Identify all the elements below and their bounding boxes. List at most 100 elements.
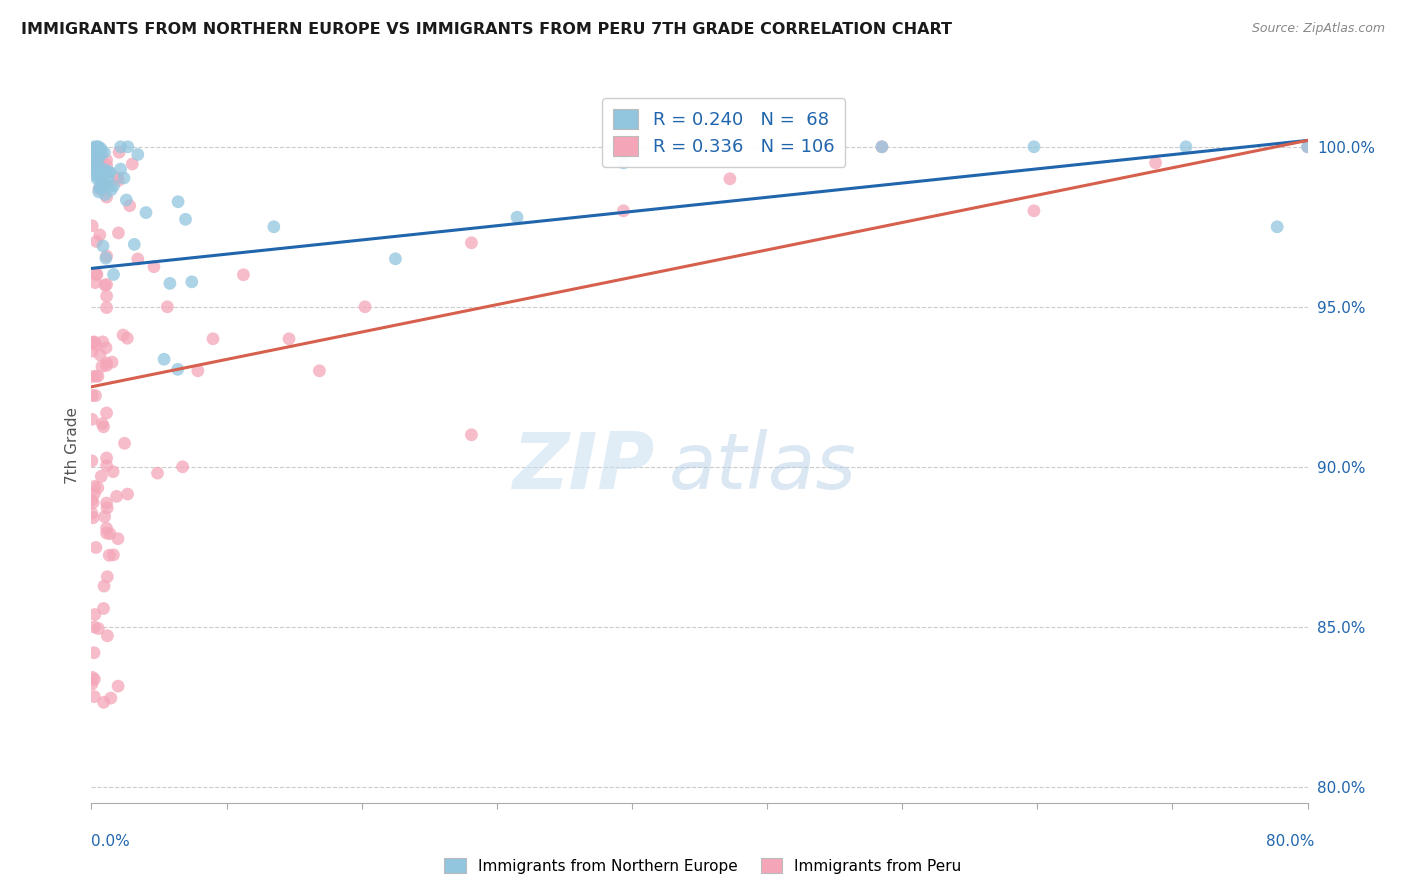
Point xyxy=(89,164,111,178)
Point xyxy=(105,489,128,503)
Point xyxy=(94,341,117,355)
Point xyxy=(103,178,125,193)
Legend: Immigrants from Northern Europe, Immigrants from Peru: Immigrants from Northern Europe, Immigra… xyxy=(439,852,967,880)
Point xyxy=(91,175,114,189)
Point xyxy=(96,458,118,473)
Point xyxy=(90,145,112,160)
Point xyxy=(308,364,330,378)
Point xyxy=(89,180,111,194)
Point xyxy=(96,521,118,535)
Point xyxy=(166,362,188,376)
Point xyxy=(96,289,118,303)
Point xyxy=(91,334,114,349)
Point xyxy=(86,267,108,281)
Point xyxy=(96,190,118,204)
Point xyxy=(83,673,105,687)
Point xyxy=(82,496,104,510)
Point xyxy=(89,227,111,242)
Point xyxy=(98,526,121,541)
Point xyxy=(80,412,103,426)
Point xyxy=(87,160,110,174)
Point xyxy=(100,691,122,706)
Point xyxy=(174,212,197,227)
Point xyxy=(98,165,121,179)
Point xyxy=(112,171,135,186)
Text: 80.0%: 80.0% xyxy=(1267,834,1315,849)
Point xyxy=(86,149,108,163)
Point xyxy=(1265,219,1288,234)
Point xyxy=(96,301,118,315)
Point xyxy=(278,332,301,346)
Text: IMMIGRANTS FROM NORTHERN EUROPE VS IMMIGRANTS FROM PERU 7TH GRADE CORRELATION CH: IMMIGRANTS FROM NORTHERN EUROPE VS IMMIG… xyxy=(21,22,952,37)
Point xyxy=(91,239,114,253)
Point xyxy=(1144,156,1167,170)
Point xyxy=(80,454,103,468)
Point xyxy=(110,162,132,177)
Point xyxy=(80,154,103,169)
Point xyxy=(612,156,634,170)
Point xyxy=(84,369,107,384)
Point xyxy=(96,500,118,515)
Point xyxy=(1022,203,1045,218)
Point xyxy=(91,417,114,431)
Point xyxy=(172,459,194,474)
Point xyxy=(142,260,165,274)
Point xyxy=(82,510,104,524)
Point xyxy=(87,147,110,161)
Text: Source: ZipAtlas.com: Source: ZipAtlas.com xyxy=(1251,22,1385,36)
Point xyxy=(108,145,131,160)
Point xyxy=(94,162,117,177)
Point xyxy=(89,180,111,194)
Point xyxy=(1022,140,1045,154)
Point xyxy=(93,601,115,615)
Point xyxy=(103,548,125,562)
Point xyxy=(84,145,107,159)
Point xyxy=(90,469,112,483)
Point xyxy=(84,150,107,164)
Point xyxy=(80,369,103,384)
Point xyxy=(96,526,118,541)
Point xyxy=(612,203,634,218)
Point xyxy=(202,332,225,346)
Point xyxy=(232,268,254,282)
Y-axis label: 7th Grade: 7th Grade xyxy=(65,408,80,484)
Point xyxy=(96,629,118,643)
Point xyxy=(87,185,110,199)
Point xyxy=(86,162,108,177)
Point xyxy=(83,153,105,167)
Point xyxy=(83,140,105,154)
Point xyxy=(96,249,118,263)
Point xyxy=(90,165,112,179)
Point xyxy=(82,335,104,350)
Point xyxy=(94,251,117,265)
Text: 0.0%: 0.0% xyxy=(91,834,131,849)
Point xyxy=(82,155,104,169)
Point xyxy=(118,199,141,213)
Point xyxy=(83,486,105,500)
Point xyxy=(167,194,190,209)
Point xyxy=(86,268,108,282)
Point xyxy=(870,140,893,154)
Point xyxy=(84,389,107,403)
Point xyxy=(112,328,135,343)
Point xyxy=(91,359,114,374)
Point xyxy=(107,173,129,187)
Point xyxy=(96,570,118,584)
Point xyxy=(93,579,115,593)
Point xyxy=(96,158,118,172)
Point xyxy=(94,278,117,293)
Point xyxy=(117,487,139,501)
Point xyxy=(100,183,122,197)
Point xyxy=(96,406,118,420)
Point xyxy=(93,509,115,524)
Point xyxy=(506,210,529,224)
Point xyxy=(97,171,120,186)
Point xyxy=(107,679,129,693)
Point xyxy=(460,427,482,442)
Point xyxy=(80,506,103,520)
Point xyxy=(84,163,107,178)
Point xyxy=(84,159,107,173)
Point xyxy=(127,147,149,161)
Point xyxy=(156,300,179,314)
Point xyxy=(96,356,118,370)
